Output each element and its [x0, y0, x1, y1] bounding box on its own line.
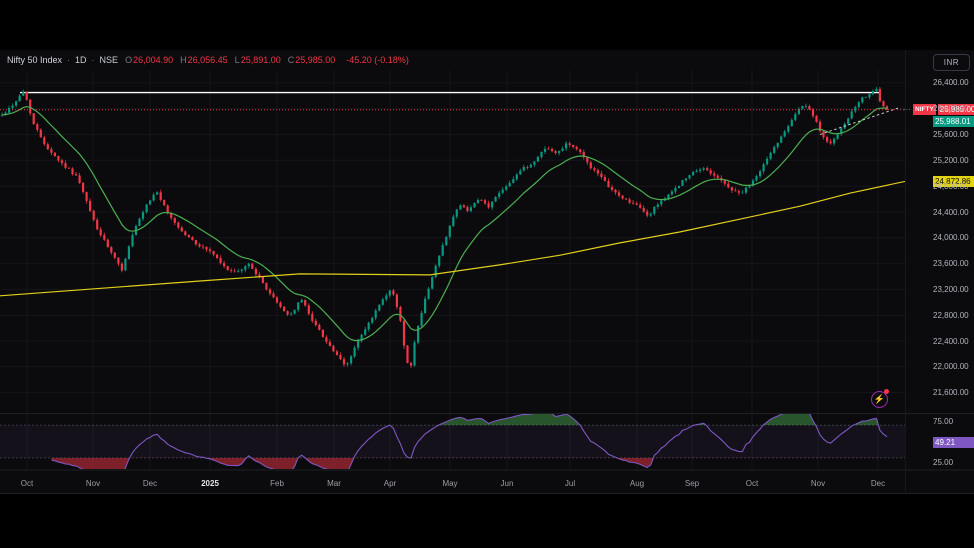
rsi-value-tag: 49.21 — [933, 436, 974, 448]
price-tick-label: 22,400.00 — [933, 336, 969, 346]
month-label: 2025 — [201, 479, 219, 488]
price-tick-label: 25,600.00 — [933, 130, 969, 139]
currency-button[interactable]: INR — [932, 54, 970, 71]
price-tick-label: 26,400.00 — [933, 78, 969, 88]
month-label: Aug — [629, 479, 645, 488]
month-label: Jul — [564, 479, 576, 488]
price-change: -45.20 (-0.18%) — [346, 55, 409, 65]
ema-price-tag: 25,988.01 — [933, 116, 974, 127]
instant-trading-button[interactable]: ⚡ — [871, 391, 888, 408]
last-price-label-row: ··· NIFTY 25,985.00 — [903, 104, 974, 116]
price-tick-label: 22,800.00 — [933, 310, 969, 320]
month-label: Apr — [383, 479, 397, 488]
month-label: Mar — [327, 479, 341, 488]
price-tick-label: 22,000.00 — [933, 362, 969, 372]
ohlc-low: L25,891.00 — [234, 55, 281, 65]
price-tick-label: 21,600.00 — [933, 388, 969, 398]
price-tick-label: 24,400.00 — [933, 207, 969, 217]
price-tick-label: 24,800.00 — [933, 181, 969, 191]
label-options-dots[interactable]: ··· — [903, 105, 911, 115]
ohlc-open: O26,004.90 — [125, 55, 174, 65]
exchange: NSE — [99, 55, 119, 65]
month-label: May — [442, 479, 458, 488]
month-label: Oct — [20, 479, 34, 488]
price-tick-label: 24,000.00 — [933, 233, 969, 243]
timeframe[interactable]: 1D — [75, 55, 87, 65]
last-price-tag: 25,985.00 — [937, 104, 974, 116]
month-label: Sep — [684, 479, 700, 488]
month-label: Nov — [810, 479, 826, 488]
legend-separator: · — [91, 55, 95, 65]
price-tick-label: 26,000.00 — [933, 104, 969, 114]
month-label: Nov — [85, 479, 101, 488]
lightning-icon: ⚡ — [873, 394, 886, 404]
month-label: Dec — [142, 479, 158, 488]
symbol-legend[interactable]: Nifty 50 Index · 1D · NSE O26,004.90 H26… — [7, 55, 409, 65]
month-label: Dec — [870, 479, 886, 488]
legend-separator: · — [67, 55, 71, 65]
rsi-tick-label: 25.00 — [933, 457, 954, 467]
month-label: Feb — [270, 479, 284, 488]
price-tick-label: 23,600.00 — [933, 259, 969, 269]
ohlc-high: H26,056.45 — [180, 55, 228, 65]
rsi-tick-label: 75.00 — [933, 416, 954, 426]
ohlc-close: C25,985.00 — [287, 55, 336, 65]
symbol-name: Nifty 50 Index — [7, 55, 63, 65]
price-tick-label: 25,200.00 — [933, 155, 969, 165]
month-label: Jun — [500, 479, 514, 488]
symbol-price-flag[interactable]: NIFTY — [913, 104, 936, 116]
month-label: Oct — [745, 479, 759, 488]
ma-price-tag: 24,872.86 — [933, 175, 974, 187]
notification-dot — [884, 389, 889, 394]
price-tick-label: 23,200.00 — [933, 284, 969, 294]
